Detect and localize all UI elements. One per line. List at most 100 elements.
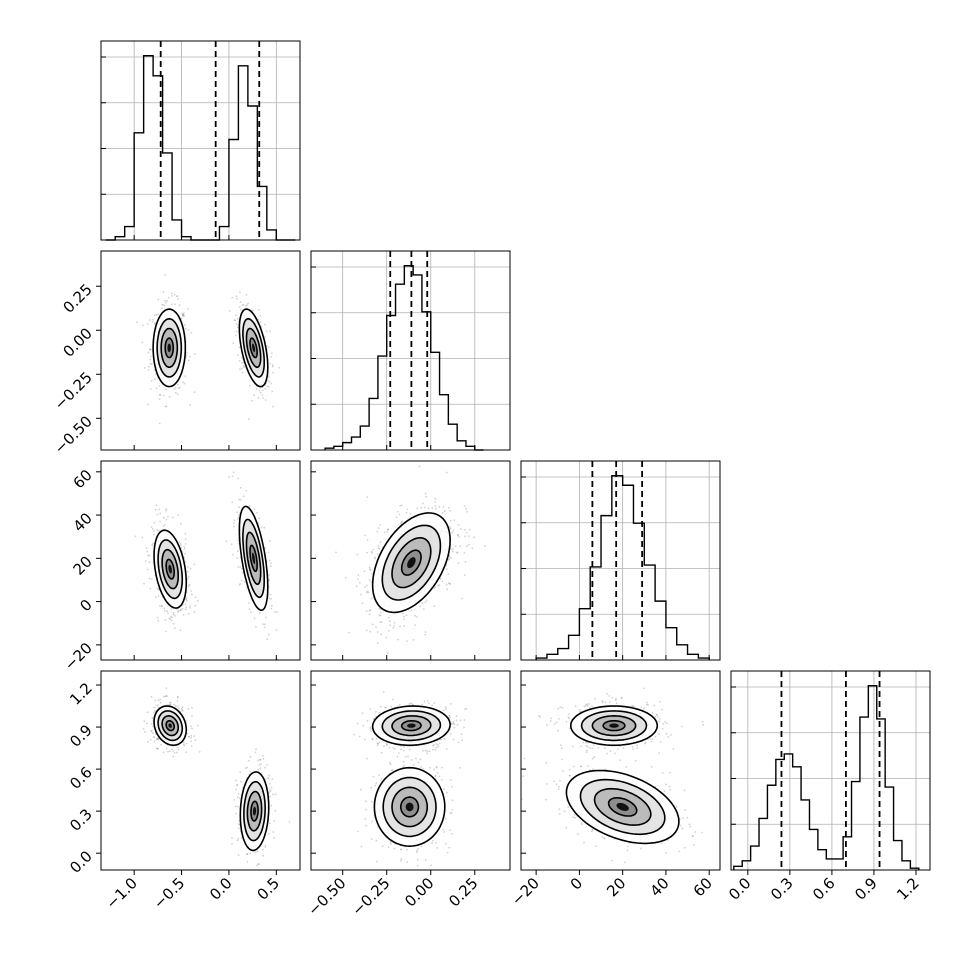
scatter-point — [238, 797, 241, 800]
scatter-point — [158, 530, 161, 532]
scatter-point — [236, 297, 239, 300]
scatter-point — [371, 572, 373, 575]
scatter-point — [681, 725, 683, 728]
scatter-point — [159, 394, 162, 396]
scatter-point — [241, 362, 243, 364]
scatter-point — [141, 324, 144, 327]
density-peak — [168, 723, 172, 728]
scatter-point — [172, 623, 175, 625]
scatter-point — [379, 612, 382, 614]
scatter-point — [167, 750, 169, 753]
scatter-point — [467, 535, 470, 537]
scatter-point — [177, 705, 179, 708]
scatter-point — [372, 718, 375, 720]
scatter-point — [264, 323, 266, 326]
scatter-point — [435, 746, 438, 749]
histogram-step — [733, 685, 920, 870]
scatter-point — [649, 737, 652, 740]
scatter-point — [148, 554, 151, 557]
scatter-point — [157, 699, 160, 702]
scatter-point — [646, 704, 648, 706]
scatter-point — [402, 749, 405, 752]
scatter-point — [428, 750, 431, 753]
scatter-point — [360, 788, 362, 791]
scatter-point — [264, 844, 267, 847]
scatter-point — [187, 585, 190, 588]
scatter-point — [154, 322, 156, 325]
scatter-point — [155, 596, 157, 598]
scatter-point — [585, 703, 588, 706]
scatter-point — [172, 750, 175, 752]
scatter-point — [371, 623, 374, 626]
scatter-point — [164, 509, 167, 512]
scatter-point — [254, 851, 257, 854]
scatter-point — [158, 394, 161, 396]
panel-frame — [100, 670, 301, 871]
scatter-point — [387, 528, 389, 530]
scatter-point — [431, 839, 434, 842]
scatter-point — [236, 783, 239, 786]
scatter-point — [151, 716, 154, 719]
scatter-point — [273, 820, 276, 822]
scatter-point — [163, 610, 166, 612]
scatter-point — [402, 881, 404, 883]
scatter-point — [165, 747, 168, 750]
scatter-point — [441, 580, 444, 583]
scatter-point — [165, 405, 168, 408]
scatter-point — [171, 616, 173, 619]
scatter-point — [423, 700, 426, 703]
panel-frame — [520, 460, 721, 661]
scatter-point — [233, 519, 236, 522]
scatter-point — [148, 365, 151, 368]
scatter-point — [371, 737, 374, 740]
scatter-point — [157, 298, 160, 301]
scatter-point — [267, 776, 270, 779]
scatter-point — [268, 381, 271, 383]
contour-line — [249, 544, 258, 573]
scatter-point — [261, 394, 264, 396]
scatter-point — [158, 385, 161, 387]
scatter-point — [153, 378, 156, 380]
scatter-point — [173, 703, 176, 706]
scatter-point — [445, 568, 448, 570]
scatter-point — [432, 744, 434, 747]
scatter-point — [149, 739, 152, 741]
scatter-point — [187, 735, 190, 738]
scatter-point — [251, 399, 253, 402]
scatter-point — [264, 399, 267, 401]
scatter-point — [390, 705, 393, 708]
scatter-point — [353, 733, 356, 736]
scatter-point — [463, 726, 465, 729]
scatter-point — [149, 362, 152, 365]
scatter-point — [155, 504, 158, 507]
scatter-point — [240, 579, 243, 582]
contour-line — [400, 549, 422, 576]
scatter-point — [169, 704, 172, 706]
contour-line — [242, 518, 265, 599]
scatter-point — [147, 403, 150, 406]
scatter-point — [411, 703, 414, 705]
scatter-point — [159, 698, 162, 701]
scatter-point — [234, 319, 237, 322]
scatter-point — [465, 545, 468, 548]
contour-line — [382, 776, 437, 838]
scatter-point — [238, 584, 241, 586]
scatter-point — [163, 695, 166, 698]
scatter-point — [375, 839, 378, 842]
scatter-point — [586, 703, 588, 706]
scatter-point — [261, 389, 264, 392]
scatter-point — [163, 523, 166, 526]
scatter-point — [181, 313, 184, 316]
scatter-point — [377, 547, 380, 550]
scatter-point — [568, 717, 570, 720]
scatter-panel-1-0 — [100, 250, 301, 451]
scatter-point — [233, 799, 236, 801]
scatter-point — [184, 327, 187, 330]
scatter-point — [167, 296, 170, 299]
scatter-point — [449, 829, 451, 832]
scatter-point — [151, 320, 154, 323]
scatter-point — [651, 711, 654, 714]
scatter-point — [177, 298, 179, 300]
scatter-point — [456, 551, 459, 554]
scatter-point — [469, 528, 471, 531]
